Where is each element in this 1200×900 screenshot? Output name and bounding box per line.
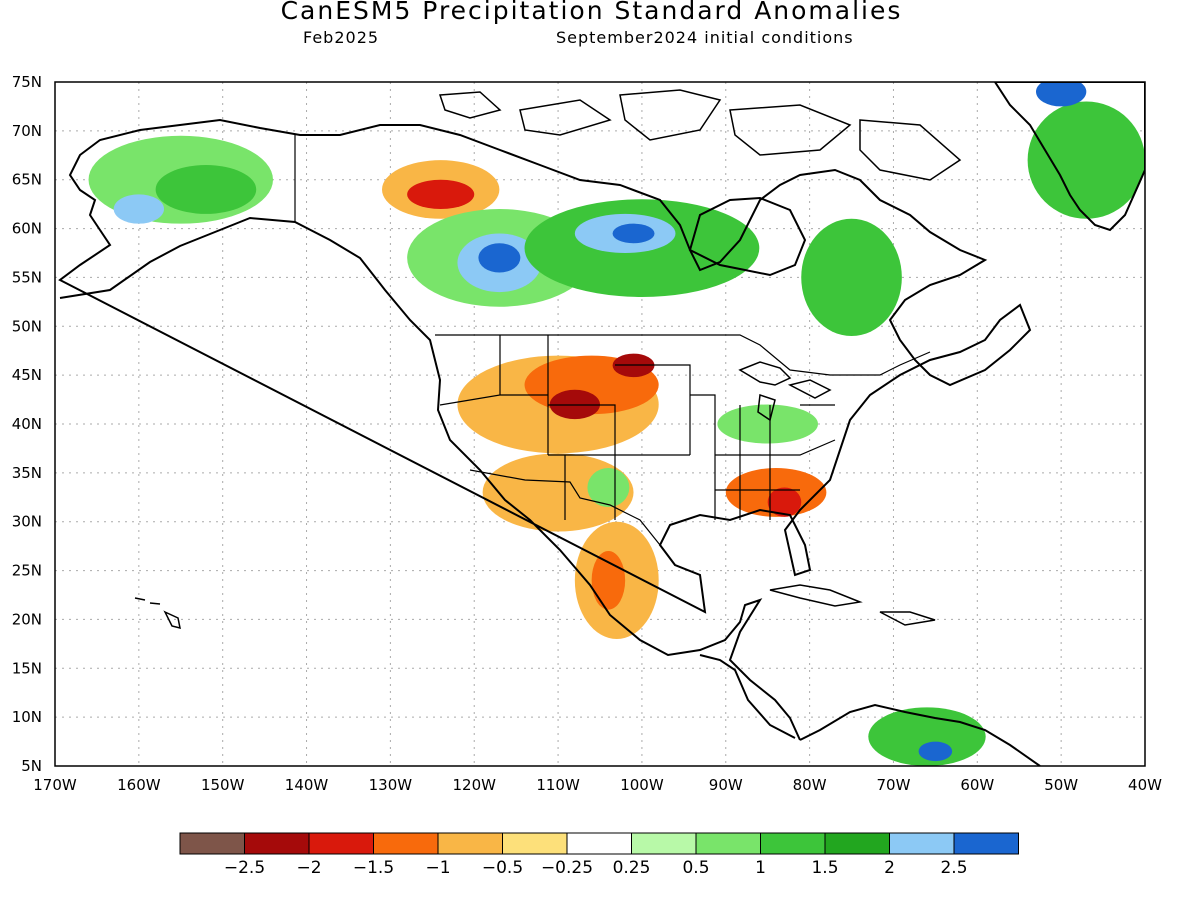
anomaly-region-greenland-blue — [1036, 82, 1087, 107]
longitude-label: 50W — [1044, 776, 1078, 794]
colorbar-swatch — [502, 832, 568, 855]
colorbar-tick-label: 0.5 — [682, 858, 709, 878]
south-america-coastline — [799, 703, 1041, 766]
colorbar-swatch — [824, 832, 890, 855]
us-canada-border — [435, 334, 931, 376]
longitude-label: 40W — [1128, 776, 1162, 794]
longitude-label: 170W — [33, 776, 77, 794]
colorbar-swatch — [308, 832, 374, 855]
anomaly-region-alaska-wet-core — [155, 165, 257, 214]
longitude-label: 80W — [793, 776, 827, 794]
colorbar-tick-label: −1.5 — [353, 858, 394, 878]
longitude-labels: 170W 160W 150W 140W 130W 120W 110W 100W 90W 80W 70… — [33, 776, 1162, 794]
plot-frame — [54, 81, 1146, 767]
latitude-label: 65N — [12, 171, 42, 189]
latitude-label: 10N — [12, 708, 42, 726]
colorbar-tick-label: −2 — [296, 858, 321, 878]
latitude-label: 60N — [12, 220, 42, 238]
coastlines — [58, 82, 1145, 766]
colorbar-labels: −2.5 −2 −1.5 −1 −0.5 −0.25 0.25 0.5 1 1.5 2 2.5 — [224, 858, 968, 878]
anomaly-region-ohio-wet — [717, 404, 818, 444]
colorbar-swatch — [695, 832, 761, 855]
hawaii-islands — [134, 597, 181, 630]
colorbar-swatch — [437, 832, 503, 855]
arctic-islands — [438, 89, 962, 181]
latitude-labels: 75N 70N 65N 60N 55N 50N 45N 40N 35N 30N 25N 20N 15N 1… — [12, 73, 42, 775]
latitude-label: 50N — [12, 317, 42, 335]
colorbar-swatch — [889, 832, 955, 855]
latitude-label: 20N — [12, 610, 42, 628]
longitude-label: 150W — [201, 776, 245, 794]
latitude-label: 55N — [12, 268, 42, 286]
anomaly-region-quebec-wet — [801, 218, 902, 337]
anomaly-region-yukon-dry-core — [407, 179, 475, 210]
longitude-label: 110W — [536, 776, 580, 794]
political-borders — [294, 135, 931, 546]
longitude-label: 130W — [369, 776, 413, 794]
colorbar-swatch — [953, 832, 1019, 855]
latitude-label: 70N — [12, 122, 42, 140]
colorbar — [179, 832, 1019, 855]
anomaly-regions — [88, 82, 1145, 766]
greenland-coastline — [993, 82, 1145, 232]
forecast-month: Feb2025 — [303, 28, 380, 47]
latitude-label: 75N — [12, 73, 42, 91]
colorbar-tick-label: 2.5 — [940, 858, 967, 878]
anomaly-region-mexico-dry-core — [591, 551, 626, 610]
us-state-lines — [439, 335, 836, 520]
colorbar-tick-label: −2.5 — [224, 858, 265, 878]
colorbar-tick-label: −1 — [425, 858, 450, 878]
longitude-label: 120W — [452, 776, 496, 794]
map-title: CanESM5 Precipitation Standard Anomalies — [280, 0, 903, 25]
anomaly-region-southeast-dry-core — [767, 487, 802, 517]
latitude-label: 45N — [12, 366, 42, 384]
anomaly-region-southamerica-blue — [918, 741, 953, 762]
colorbar-tick-label: 2 — [884, 858, 895, 878]
cuba-coastline — [769, 584, 936, 626]
colorbar-swatch — [566, 832, 632, 855]
colorbar-tick-label: −0.5 — [482, 858, 523, 878]
latitude-label: 40N — [12, 415, 42, 433]
latitude-label: 5N — [21, 757, 42, 775]
colorbar-swatch — [373, 832, 439, 855]
north-america-coastline — [58, 118, 1032, 741]
us-mexico-border — [469, 469, 661, 546]
colorbar-swatch — [244, 832, 310, 855]
latitude-label: 35N — [12, 464, 42, 482]
anomaly-region-greenland-wet — [1027, 101, 1145, 219]
colorbar-tick-label: 0.25 — [613, 858, 651, 878]
colorbar-swatch — [760, 832, 826, 855]
colorbar-tick-label: 1.5 — [811, 858, 838, 878]
longitude-label: 90W — [709, 776, 743, 794]
longitude-label: 100W — [620, 776, 664, 794]
colorbar-swatch — [179, 832, 245, 855]
longitude-label: 70W — [877, 776, 911, 794]
initial-conditions: September2024 initial conditions — [556, 28, 854, 47]
colorbar-tick-label: 1 — [755, 858, 766, 878]
latitude-label: 25N — [12, 562, 42, 580]
longitude-label: 140W — [285, 776, 329, 794]
anomaly-region-newmexico-wet — [587, 467, 630, 508]
anomaly-region-canada-wet-west-peak — [478, 243, 521, 273]
longitude-label: 60W — [960, 776, 994, 794]
anomaly-region-canada-central-peak — [612, 223, 655, 244]
hudson-bay-coastline — [688, 196, 807, 277]
latitude-label: 30N — [12, 513, 42, 531]
colorbar-tick-label: −0.25 — [541, 858, 593, 878]
colorbar-swatch — [631, 832, 697, 855]
latitude-label: 15N — [12, 659, 42, 677]
anomaly-region-alaska-sw — [113, 194, 164, 224]
longitude-label: 160W — [117, 776, 161, 794]
